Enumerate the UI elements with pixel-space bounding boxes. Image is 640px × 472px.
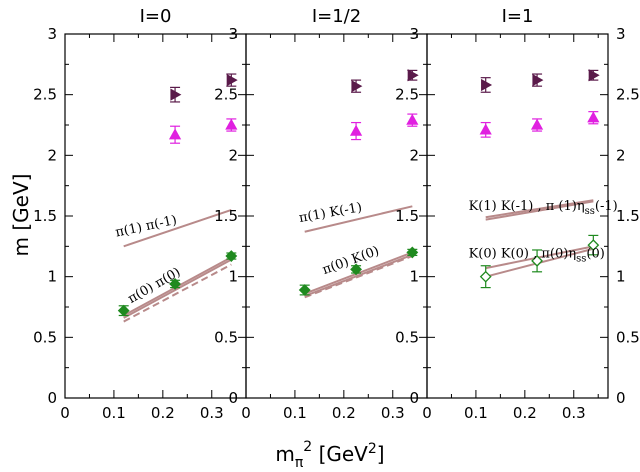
y-tick-label: 3 (228, 25, 238, 43)
y-tick-label: 1.5 (395, 207, 419, 225)
model-line (123, 258, 232, 319)
x-tick-label: 0.1 (102, 404, 126, 422)
y-tick-label: 2.5 (33, 86, 57, 104)
y-tick-label: 2 (47, 146, 57, 164)
line-annotation: π(0) K(0) (321, 244, 382, 278)
data-point-diamond (587, 239, 600, 252)
x-tick-label: 0.3 (200, 404, 224, 422)
y-tick-label: 1.5 (33, 207, 57, 225)
panel-title: I=1 (502, 6, 534, 27)
y-tick-label: 3 (47, 25, 57, 43)
model-line (485, 245, 594, 270)
data-point-diamond (479, 270, 492, 283)
y-tick-label: 1 (47, 268, 57, 286)
y-tick-label-right: 1.5 (616, 207, 640, 225)
x-tick-label: 0.2 (332, 404, 356, 422)
y-tick-label: 1.5 (214, 207, 238, 225)
y-tick-label: 2 (409, 146, 419, 164)
model-line (304, 255, 413, 299)
x-tick-label: 0 (60, 404, 70, 422)
x-tick-label: 0.2 (513, 404, 537, 422)
y-tick-label: 2.5 (214, 86, 238, 104)
y-tick-label: 0.5 (395, 328, 419, 346)
y-tick-label-right: 3 (616, 25, 626, 43)
model-line (123, 263, 232, 323)
x-tick-label: 0.2 (151, 404, 175, 422)
x-tick-label: 0 (241, 404, 251, 422)
y-tick-label: 0 (47, 389, 57, 407)
model-line (304, 205, 413, 233)
y-axis-label: m [GeV] (9, 174, 33, 257)
data-point-triangle-right (532, 74, 544, 87)
data-point-triangle-up (349, 124, 363, 136)
data-point-triangle-up (587, 111, 600, 123)
data-point-triangle-right (588, 69, 600, 82)
x-tick-label: 0.1 (464, 404, 488, 422)
line-annotation: π(1) K(-1) (298, 200, 363, 226)
data-point-diamond (298, 284, 311, 296)
data-point-triangle-right (407, 69, 419, 82)
x-tick-label: 0.1 (283, 404, 307, 422)
data-point-triangle-up (406, 113, 419, 125)
x-tick-label: 0.3 (562, 404, 586, 422)
y-tick-label: 0 (228, 389, 238, 407)
line-annotation: K(0) K(0) , π(0)ηss(0) (469, 246, 605, 264)
data-point-triangle-up (530, 118, 544, 130)
model-line (304, 253, 413, 298)
panels: I=0 0 0.5 1 1.5 2 2.5 3 0 0.1 0.2 0.3 π(1) π(-1) π(0)… (33, 6, 640, 422)
data-point-diamond (117, 304, 130, 317)
data-point-diamond (406, 246, 419, 259)
panel-title: I=1/2 (312, 6, 361, 27)
panel-title: I=0 (140, 6, 172, 27)
x-tick-label: 0 (422, 404, 432, 422)
y-tick-label: 3 (409, 25, 419, 43)
y-tick-label: 0.5 (214, 328, 238, 346)
data-point-triangle-right (351, 80, 363, 93)
data-point-triangle-right (481, 78, 493, 92)
y-tick-label: 2.5 (395, 86, 419, 104)
y-tick-label: 2 (228, 146, 238, 164)
line-annotation: K(1) K(-1) , π (1)ηss(-1) (469, 199, 618, 217)
y-tick-label: 1 (228, 268, 238, 286)
model-line (123, 208, 232, 248)
x-axis-label: mπ2 [GeV2] (275, 439, 384, 471)
data-point-triangle-up (168, 128, 182, 140)
y-tick-label-right: 2.5 (616, 86, 640, 104)
y-tick-label-right: 0 (616, 389, 626, 407)
y-tick-label: 1 (409, 268, 419, 286)
data-point-diamond (225, 250, 238, 262)
y-tick-label-right: 0.5 (616, 328, 640, 346)
y-tick-label: 0.5 (33, 328, 57, 346)
data-point-diamond (350, 263, 362, 276)
panel-3: I=1 0 0.5 1 1.5 2 2.5 3 0 0.5 1 1.5 2 2.5 3 0 0.1 0.2 0.3 K… (395, 6, 640, 422)
y-tick-label: 0 (409, 389, 419, 407)
data-point-diamond (531, 254, 543, 267)
line-annotation: π(1) π(-1) (114, 213, 178, 241)
data-point-triangle-up (479, 123, 492, 135)
x-tick-label: 0.3 (381, 404, 405, 422)
data-point-triangle-up (225, 118, 238, 130)
data-point-triangle-right (226, 74, 238, 87)
model-line (485, 199, 594, 219)
y-tick-label-right: 1 (616, 268, 626, 286)
model-line (485, 200, 594, 221)
data-point-triangle-right (170, 88, 182, 101)
y-tick-label-right: 2 (616, 146, 626, 164)
data-point-diamond (169, 278, 181, 290)
panel-frame (426, 33, 609, 399)
